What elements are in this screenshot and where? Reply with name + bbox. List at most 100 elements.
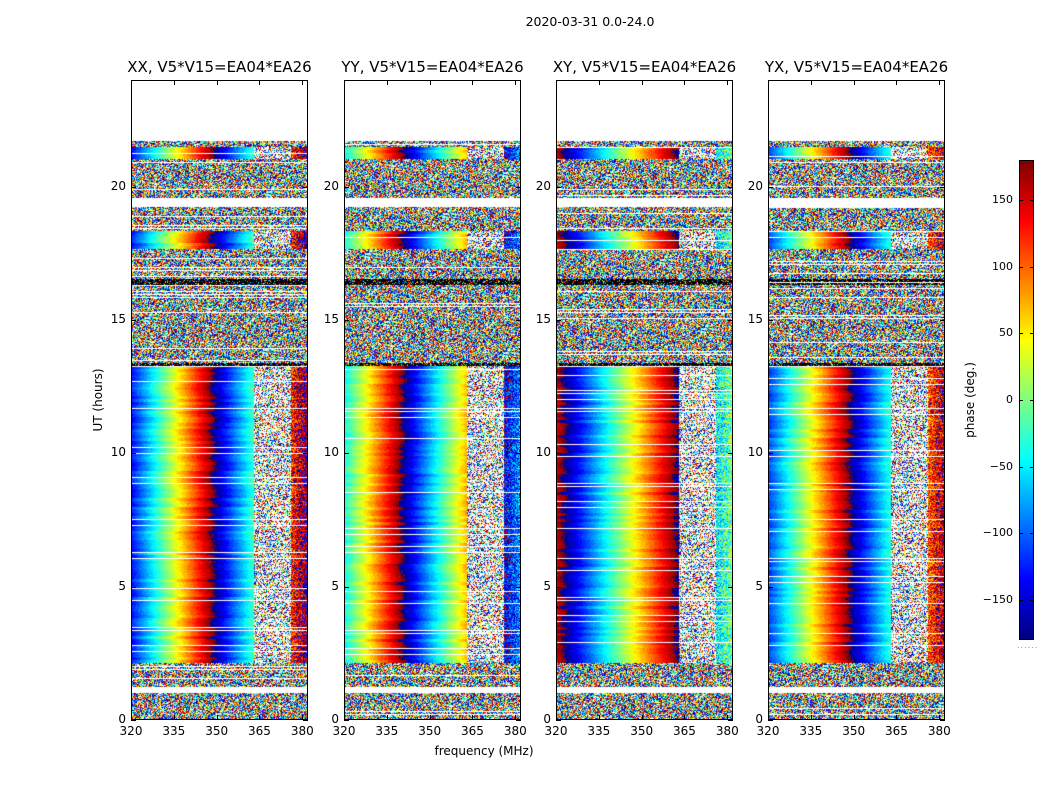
x-tick-label-320: 320	[544, 724, 568, 738]
y-tick-mark	[728, 186, 733, 188]
x-tick-mark	[472, 715, 474, 720]
colorbar-tick-mark	[1030, 400, 1034, 401]
y-tick-mark	[344, 586, 349, 588]
y-tick-mark	[516, 453, 521, 455]
x-tick-mark	[302, 80, 304, 85]
y-tick-mark	[556, 720, 561, 721]
y-tick-mark	[940, 186, 945, 188]
y-tick-mark	[940, 720, 945, 721]
x-tick-label-365: 365	[673, 724, 696, 738]
panel-title-yx: YX, V5*V15=EA04*EA26	[764, 58, 949, 76]
x-tick-mark	[727, 715, 729, 720]
y-tick-label-20: 20	[323, 178, 339, 193]
x-tick-mark	[939, 80, 941, 85]
y-tick-label-5: 5	[118, 578, 126, 593]
y-tick-mark	[556, 320, 561, 321]
y-tick-mark	[131, 720, 136, 721]
y-tick-mark	[728, 720, 733, 721]
y-tick-mark	[131, 586, 136, 588]
colorbar-tick-mark	[1019, 533, 1023, 535]
x-tick-label-350: 350	[418, 724, 442, 738]
x-tick-mark	[216, 715, 218, 720]
panel-title-xx: XX, V5*V15=EA04*EA26	[127, 58, 312, 76]
colorbar-dots: ......	[1017, 641, 1039, 650]
panel-title-yy: YY, V5*V15=EA04*EA26	[341, 58, 524, 76]
x-tick-mark	[259, 80, 261, 85]
x-tick-mark	[515, 80, 517, 85]
x-tick-mark	[810, 715, 812, 720]
colorbar-tick-mark	[1019, 600, 1023, 601]
y-tick-label-0: 0	[118, 712, 126, 726]
heatmap-panel-xx	[131, 80, 308, 720]
x-tick-mark	[556, 715, 557, 720]
y-tick-mark	[556, 586, 561, 588]
x-tick-label-350: 350	[630, 724, 654, 738]
x-tick-label-380: 380	[290, 724, 314, 738]
x-tick-label-320: 320	[119, 724, 143, 738]
y-tick-mark	[344, 186, 349, 188]
x-tick-mark	[896, 80, 898, 85]
x-tick-mark	[216, 80, 218, 85]
x-tick-mark	[768, 715, 769, 720]
x-tick-label-380: 380	[927, 724, 951, 738]
y-tick-label-20: 20	[535, 178, 551, 193]
x-tick-mark	[259, 715, 261, 720]
colorbar-tick-mark	[1030, 533, 1034, 535]
x-tick-label-365: 365	[248, 724, 271, 738]
x-tick-mark	[556, 80, 557, 85]
y-tick-mark	[303, 320, 308, 321]
y-tick-mark	[516, 720, 521, 721]
y-tick-mark	[556, 453, 561, 455]
colorbar-tick-mark	[1030, 200, 1034, 201]
x-tick-label-380: 380	[715, 724, 739, 738]
colorbar-tick-mark	[1030, 333, 1034, 335]
x-tick-mark	[344, 715, 345, 720]
y-tick-mark	[131, 320, 136, 321]
colorbar-tick-label: −100	[982, 526, 1013, 540]
x-tick-mark	[896, 715, 898, 720]
x-tick-mark	[684, 80, 686, 85]
colorbar-tick-label: 150	[992, 193, 1013, 206]
y-tick-label-5: 5	[543, 578, 551, 593]
y-tick-mark	[768, 453, 773, 455]
y-tick-mark	[768, 586, 773, 588]
y-tick-label-15: 15	[110, 312, 126, 326]
y-tick-label-15: 15	[535, 312, 551, 326]
x-axis-label: frequency (MHz)	[434, 744, 534, 758]
y-tick-label-10: 10	[747, 445, 763, 460]
x-tick-mark	[768, 80, 769, 85]
y-tick-label-5: 5	[331, 578, 339, 593]
colorbar-tick-mark	[1019, 466, 1023, 468]
x-tick-label-380: 380	[503, 724, 527, 738]
x-tick-mark	[472, 80, 474, 85]
x-tick-mark	[853, 715, 855, 720]
x-tick-mark	[598, 80, 600, 85]
y-tick-mark	[303, 586, 308, 588]
y-tick-mark	[728, 453, 733, 455]
y-tick-mark	[131, 186, 136, 188]
y-tick-label-10: 10	[535, 445, 551, 460]
y-tick-label-20: 20	[110, 178, 126, 193]
y-tick-label-15: 15	[747, 312, 763, 326]
y-tick-label-10: 10	[110, 445, 126, 460]
x-tick-label-335: 335	[587, 724, 611, 738]
y-tick-mark	[131, 453, 136, 455]
figure-title: 2020-03-31 0.0-24.0	[525, 14, 655, 29]
colorbar-tick-mark	[1030, 266, 1034, 268]
y-tick-label-0: 0	[755, 712, 763, 726]
x-tick-mark	[429, 80, 431, 85]
x-tick-mark	[173, 715, 175, 720]
colorbar-tick-mark	[1019, 200, 1023, 201]
colorbar-tick-mark	[1019, 333, 1023, 335]
x-tick-mark	[641, 715, 643, 720]
phase-image	[345, 81, 520, 719]
colorbar-tick-mark	[1030, 466, 1034, 468]
y-tick-mark	[768, 320, 773, 321]
y-tick-mark	[344, 453, 349, 455]
x-tick-label-350: 350	[842, 724, 866, 738]
colorbar-tick-label: 100	[992, 259, 1013, 273]
x-tick-label-335: 335	[375, 724, 399, 738]
colorbar-tick-label: 50	[999, 326, 1013, 340]
panel-title-xy: XY, V5*V15=EA04*EA26	[552, 58, 737, 76]
